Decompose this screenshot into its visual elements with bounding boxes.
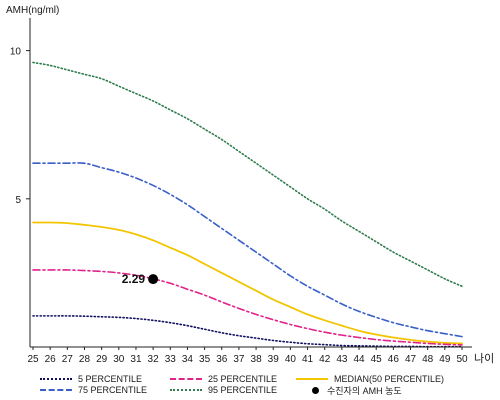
x-tick-label: 44 [353,354,365,365]
series-line-5-percentile [32,315,463,348]
series-line-25-percentile [32,269,463,346]
x-tick-label: 43 [336,354,348,365]
legend-item-75-percentile: 75 PERCENTILE [40,384,147,396]
x-tick-label: 25 [27,354,39,365]
x-tick-label: 26 [45,354,57,365]
series-line-95-percentile [32,61,463,288]
legend-label: 5 PERCENTILE [78,374,143,384]
legend-label: 25 PERCENTILE [208,374,278,384]
x-tick-label: 35 [199,354,211,365]
x-tick-label: 47 [405,354,417,365]
series-line-75-percentile [32,162,463,338]
legend-item-5-percentile: 5 PERCENTILE [40,373,142,385]
patient-points: 2.29 [122,272,159,286]
x-tick-label: 49 [439,354,451,365]
x-tick-label: 31 [130,354,142,365]
x-tick-label: 41 [302,354,314,365]
legend-item-25-percentile: 25 PERCENTILE [170,373,277,385]
legend-swatch-95-percentile [170,389,202,391]
x-tick-label: 30 [113,354,125,365]
amh-chart: 2.29 AMH(ng/ml) 나이 25 26 27 28 29 30 31 32 33 34 3… [6,5,494,365]
legend-swatch-75-percentile [40,389,72,391]
legend-label: 95 PERCENTILE [208,385,278,395]
x-tick-label: 27 [62,354,74,365]
patient-amh-value-label: 2.29 [122,272,146,286]
series-line-median-50-percentile [32,221,463,345]
legend-item-patient-amh: 수진자의 AMH 농도 [310,384,402,396]
x-tick-label: 37 [233,354,245,365]
x-tick-label: 46 [388,354,400,365]
legend-dot-icon [312,386,319,394]
axes: AMH(ng/ml) 나이 [6,5,494,365]
legend-item-median: MEDIAN(50 PERCENTILE) [296,373,444,385]
axis-ticks: 25 26 27 28 29 30 31 32 33 34 35 36 37 38 39 40 41 42 43 44… [10,47,468,365]
legend-swatch-median [296,378,328,380]
x-tick-label: 40 [285,354,297,365]
series-lines [32,61,463,348]
x-tick-label: 28 [79,354,91,365]
legend-label: MEDIAN(50 PERCENTILE) [334,374,445,384]
y-tick-label: 5 [15,195,21,206]
x-tick-label: 34 [182,354,194,365]
y-axis-label: AMH(ng/ml) [6,5,59,16]
x-tick-label: 45 [371,354,383,365]
x-tick-label: 50 [456,354,468,365]
x-tick-label: 42 [319,354,331,365]
x-tick-label: 36 [216,354,228,365]
patient-amh-point [148,274,159,285]
legend: 5 PERCENTILE 25 PERCENTILE MEDIAN(50 PER… [0,370,500,400]
x-tick-label: 33 [165,354,177,365]
y-tick-label: 10 [10,47,22,58]
legend-swatch-25-percentile [170,378,202,380]
legend-item-95-percentile: 95 PERCENTILE [170,384,277,396]
x-tick-label: 32 [148,354,160,365]
x-tick-label: 39 [268,354,280,365]
legend-label: 75 PERCENTILE [78,385,148,395]
x-tick-label: 29 [96,354,108,365]
legend-swatch-5-percentile [40,378,72,380]
x-axis-label: 나이 [474,352,494,365]
x-tick-label: 48 [422,354,434,365]
x-tick-label: 38 [251,354,263,365]
legend-label: 수진자의 AMH 농도 [327,385,402,396]
